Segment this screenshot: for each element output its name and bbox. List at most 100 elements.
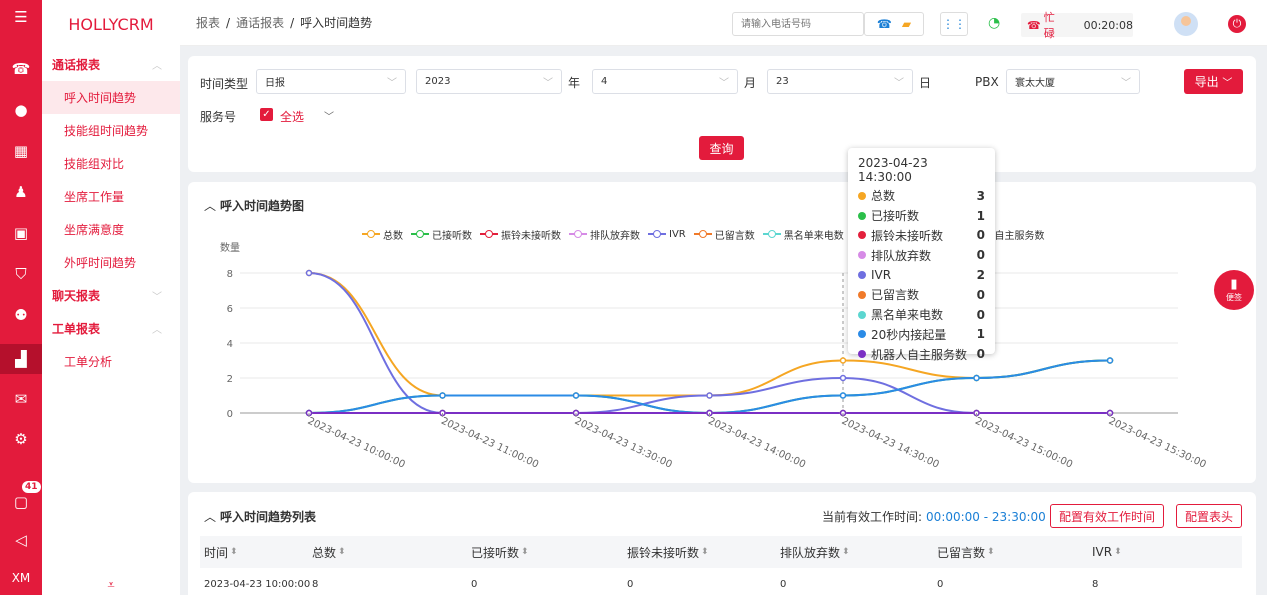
- chat-bubble-icon[interactable]: ▰: [901, 17, 912, 31]
- month-unit: 月: [744, 76, 757, 90]
- note-button[interactable]: ▮ 便签: [1214, 270, 1254, 310]
- message-icon[interactable]: ✉: [14, 390, 28, 408]
- collapse-menu-icon[interactable]: ⩡: [107, 578, 115, 593]
- legend-item[interactable]: 黑名单来电数: [762, 227, 844, 242]
- chevron-up-icon: ︿: [152, 61, 162, 72]
- menu-item-agent-workload[interactable]: 坐席工作量: [64, 190, 125, 204]
- legend-marker: [569, 230, 587, 238]
- column-header[interactable]: 已留言数 ⬍: [937, 536, 995, 568]
- status-icon: ☎: [1027, 18, 1041, 32]
- sort-icon[interactable]: ⬍: [338, 547, 346, 557]
- menu-item-inbound-trend[interactable]: 呼入时间趋势: [42, 81, 180, 114]
- chat-icon[interactable]: ●: [14, 101, 28, 119]
- sort-icon[interactable]: ⬍: [1114, 547, 1122, 557]
- notification-badge: 41: [22, 481, 41, 493]
- tooltip-name: IVR: [871, 268, 892, 283]
- notification-icon[interactable]: ▢ 41: [0, 481, 42, 517]
- column-header[interactable]: 已接听数 ⬍: [471, 536, 529, 568]
- legend-item[interactable]: 已接听数: [411, 227, 472, 242]
- column-header[interactable]: 时间 ⬍: [204, 536, 238, 568]
- column-header[interactable]: 排队放弃数 ⬍: [780, 536, 850, 568]
- menu-group-chat[interactable]: 聊天报表 ﹀: [42, 279, 180, 312]
- config-worktime-button[interactable]: 配置有效工作时间: [1050, 504, 1164, 528]
- table-row[interactable]: 2023-04-23 10:00:00 8 0 0 0 0 8: [200, 568, 1242, 595]
- column-header[interactable]: 振铃未接听数 ⬍: [627, 536, 709, 568]
- tooltip-value: 0: [976, 228, 985, 243]
- robot-icon[interactable]: ⚉: [14, 306, 28, 324]
- day-select[interactable]: 23 ﹀: [767, 69, 913, 94]
- legend-item[interactable]: 总数: [362, 227, 403, 242]
- tooltip-dot: [858, 290, 866, 299]
- chart-panel-title[interactable]: ︿ 呼入时间趋势图: [204, 199, 305, 213]
- breadcrumb-current: 呼入时间趋势: [300, 16, 373, 30]
- call-tools: ☎ ▰: [864, 12, 924, 36]
- user-initials[interactable]: XM: [11, 571, 31, 585]
- table-panel-title[interactable]: ︿ 呼入时间趋势列表: [204, 510, 317, 524]
- select-all-checkbox[interactable]: ✓: [260, 108, 273, 121]
- menu-icon[interactable]: ☰: [14, 8, 28, 26]
- agent-status[interactable]: ☎ 忙碌 00:20:08: [1021, 11, 1133, 40]
- export-button[interactable]: 导出 ﹀: [1184, 69, 1243, 94]
- time-type-select[interactable]: 日报 ﹀: [256, 69, 406, 94]
- legend-item[interactable]: 排队放弃数: [569, 227, 640, 242]
- column-label: 时间: [204, 545, 229, 560]
- tooltip-name: 排队放弃数: [871, 248, 932, 263]
- phone-icon[interactable]: ☎: [11, 60, 31, 78]
- chevron-down-icon[interactable]: ﹀: [324, 112, 334, 123]
- grid-icon[interactable]: ▦: [13, 142, 29, 160]
- sort-icon[interactable]: ⬍: [987, 547, 995, 557]
- breadcrumb: 报表 / 通话报表 / 呼入时间趋势: [196, 16, 373, 30]
- chevron-down-icon: ﹀: [719, 78, 729, 89]
- wifi-icon: ◔: [988, 15, 1001, 31]
- clipboard-icon[interactable]: ▣: [13, 224, 29, 242]
- phone-input[interactable]: [732, 12, 864, 36]
- menu-item-agent-satisfaction[interactable]: 坐席满意度: [64, 223, 125, 237]
- sort-icon[interactable]: ⬍: [842, 547, 850, 557]
- gear-icon[interactable]: ⚙: [14, 430, 28, 448]
- shield-icon[interactable]: ⛉: [15, 265, 27, 283]
- chevron-down-icon: ﹀: [1121, 78, 1131, 89]
- year-select[interactable]: 2023 ﹀: [416, 69, 562, 94]
- menu-group-call[interactable]: 通话报表 ︿: [42, 48, 180, 81]
- time-type-label: 时间类型: [200, 77, 249, 91]
- menu-item-skill-compare[interactable]: 技能组对比: [64, 157, 125, 171]
- sort-icon[interactable]: ⬍: [521, 547, 529, 557]
- column-label: 已留言数: [937, 545, 986, 560]
- breadcrumb-report[interactable]: 报表: [196, 16, 221, 30]
- legend-marker: [762, 230, 781, 238]
- chart-icon[interactable]: ▟: [0, 344, 42, 374]
- power-icon[interactable]: ⏻: [1228, 15, 1246, 33]
- sort-icon[interactable]: ⬍: [230, 547, 238, 557]
- tooltip-name: 振铃未接听数: [871, 228, 944, 243]
- avatar[interactable]: [1174, 12, 1198, 36]
- dial-icon[interactable]: ☎: [876, 17, 892, 31]
- column-label: 排队放弃数: [780, 545, 841, 560]
- legend-item[interactable]: 已留言数: [693, 227, 755, 242]
- sort-icon[interactable]: ⬍: [701, 547, 709, 557]
- user-icon[interactable]: ♟: [14, 183, 28, 201]
- menu-group-ticket[interactable]: 工单报表 ︿: [42, 312, 180, 345]
- note-label: 便签: [1226, 293, 1242, 302]
- menu-item-skill-trend[interactable]: 技能组时间趋势: [64, 124, 149, 138]
- send-icon[interactable]: ◁: [15, 531, 27, 549]
- tooltip-name: 已接听数: [871, 209, 920, 224]
- column-header[interactable]: 总数 ⬍: [312, 536, 346, 568]
- tooltip-value: 1: [976, 327, 985, 342]
- menu-item-ticket-analysis[interactable]: 工单分析: [64, 355, 113, 369]
- legend-marker: [480, 230, 498, 238]
- pbx-select[interactable]: 寰太大厦 ﹀: [1006, 69, 1140, 94]
- legend-item[interactable]: IVR: [648, 229, 686, 240]
- select-all-label[interactable]: 全选: [280, 110, 305, 124]
- menu-item-outbound-trend[interactable]: 外呼时间趋势: [64, 256, 137, 270]
- breadcrumb-call-report[interactable]: 通话报表: [236, 16, 285, 30]
- legend-label: 排队放弃数: [590, 230, 640, 242]
- month-select[interactable]: 4 ﹀: [592, 69, 738, 94]
- config-header-button[interactable]: 配置表头: [1176, 504, 1242, 528]
- query-button[interactable]: 查询: [699, 136, 744, 160]
- tooltip-row: 黑名单来电数 0: [858, 305, 985, 325]
- legend-item[interactable]: 振铃未接听数: [480, 227, 561, 242]
- top-bar: 报表/通话报表/呼入时间趋势 ☎ ▰ ⋮⋮ ◔ ☎ 忙碌 00:20:08 ⏻: [180, 0, 1267, 46]
- column-header[interactable]: IVR ⬍: [1092, 536, 1122, 568]
- keypad-icon[interactable]: ⋮⋮: [940, 12, 968, 36]
- tooltip-value: 3: [976, 188, 985, 203]
